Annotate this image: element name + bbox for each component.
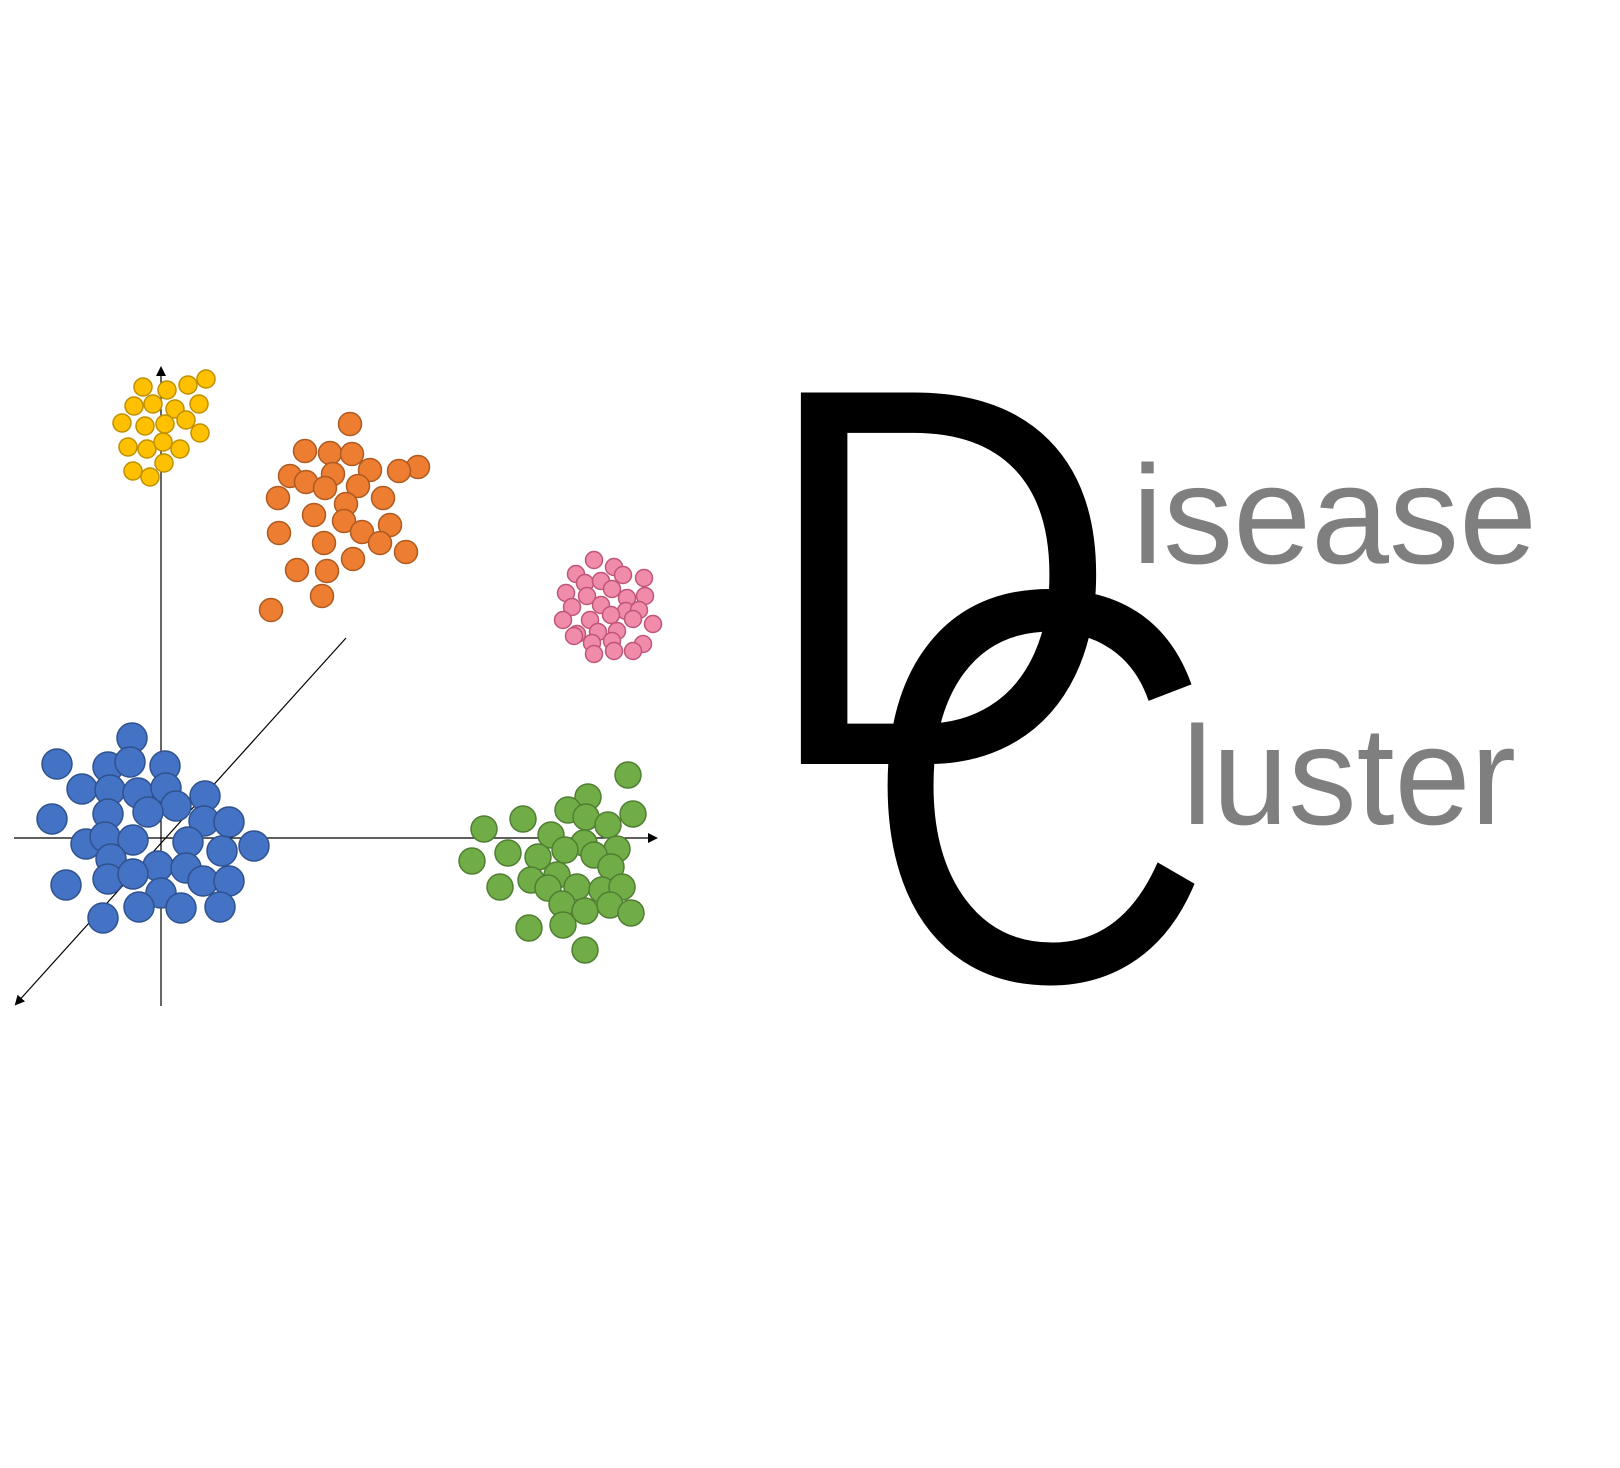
blue-cluster-dot xyxy=(123,891,155,923)
orange-cluster-dot xyxy=(312,475,338,501)
yellow-cluster-dot xyxy=(153,432,173,452)
blue-cluster-dot xyxy=(213,806,245,838)
yellow-cluster-dot xyxy=(189,394,209,414)
pink-cluster-dot xyxy=(602,579,622,599)
green-cluster-dot xyxy=(515,914,543,942)
yellow-cluster-dot xyxy=(135,416,155,436)
blue-cluster-dot xyxy=(87,902,119,934)
blue-cluster-dot xyxy=(204,891,236,923)
orange-cluster-dot xyxy=(311,530,337,556)
orange-cluster-dot xyxy=(393,539,419,565)
z-axis-line xyxy=(14,637,347,1006)
yellow-cluster-dot xyxy=(133,377,153,397)
blue-cluster-dot xyxy=(50,869,82,901)
orange-cluster-dot xyxy=(314,558,340,584)
logo-letter-c: C xyxy=(863,473,1213,1099)
blue-cluster-dot xyxy=(36,803,68,835)
yellow-cluster-dot xyxy=(112,413,132,433)
pink-cluster-dot xyxy=(577,586,597,606)
blue-cluster-dot xyxy=(238,830,270,862)
orange-cluster-dot xyxy=(339,441,365,467)
pink-cluster-dot xyxy=(584,550,604,570)
yellow-cluster-dot xyxy=(140,467,160,487)
yellow-cluster-dot xyxy=(190,423,210,443)
green-cluster-dot xyxy=(549,911,577,939)
cluster-dots xyxy=(36,369,663,964)
logo-word-disease-rest: isease xyxy=(1132,436,1537,593)
yellow-cluster-dot xyxy=(155,414,175,434)
yellow-cluster-dot xyxy=(178,375,198,395)
green-cluster-dot xyxy=(551,836,579,864)
blue-cluster-dot xyxy=(117,824,149,856)
logo-letter-d: D xyxy=(760,276,1120,879)
blue-cluster-dot xyxy=(206,835,238,867)
green-cluster-dot xyxy=(614,761,642,789)
green-cluster-dot xyxy=(470,815,498,843)
orange-cluster-dot xyxy=(345,473,371,499)
green-cluster-dot xyxy=(458,847,486,875)
yellow-cluster-dot xyxy=(154,453,174,473)
orange-cluster-dot xyxy=(284,557,310,583)
pink-cluster-dot xyxy=(604,641,624,661)
orange-cluster-dot xyxy=(331,508,357,534)
green-cluster-dot xyxy=(571,936,599,964)
pink-cluster-dot xyxy=(553,610,573,630)
orange-cluster-dot xyxy=(292,438,318,464)
blue-cluster-dot xyxy=(114,746,146,778)
green-cluster-dot xyxy=(617,899,645,927)
pink-cluster-dot xyxy=(562,597,582,617)
blue-cluster-dot xyxy=(41,748,73,780)
orange-cluster-dot xyxy=(367,530,393,556)
green-cluster-dot xyxy=(619,800,647,828)
yellow-cluster-dot xyxy=(137,439,157,459)
orange-cluster-dot xyxy=(309,583,335,609)
orange-cluster-dot xyxy=(301,502,327,528)
orange-cluster-dot xyxy=(340,546,366,572)
blue-cluster-dot xyxy=(117,858,149,890)
orange-cluster-dot xyxy=(265,485,291,511)
pink-cluster-dot xyxy=(634,568,654,588)
pink-cluster-dot xyxy=(613,565,633,585)
orange-cluster-dot xyxy=(337,411,363,437)
orange-cluster-dot xyxy=(349,519,375,545)
yellow-cluster-dot xyxy=(123,461,143,481)
orange-cluster-dot xyxy=(317,440,343,466)
orange-cluster-dot xyxy=(386,458,412,484)
yellow-cluster-dot xyxy=(196,369,216,389)
yellow-cluster-dot xyxy=(143,394,163,414)
green-cluster-dot xyxy=(494,839,522,867)
blue-cluster-dot xyxy=(66,773,98,805)
pink-cluster-dot xyxy=(623,641,643,661)
pink-cluster-dot xyxy=(584,644,604,664)
yellow-cluster-dot xyxy=(170,439,190,459)
green-cluster-dot xyxy=(571,897,599,925)
yellow-cluster-dot xyxy=(124,396,144,416)
logo-word-cluster-rest: luster xyxy=(1182,697,1516,854)
orange-cluster-dot xyxy=(266,520,292,546)
yellow-cluster-dot xyxy=(157,380,177,400)
orange-cluster-dot xyxy=(258,597,284,623)
pink-cluster-dot xyxy=(643,614,663,634)
pink-cluster-dot xyxy=(564,626,584,646)
pink-cluster-dot xyxy=(623,609,643,629)
pink-cluster-dot xyxy=(601,605,621,625)
blue-cluster-dot xyxy=(132,796,164,828)
yellow-cluster-dot xyxy=(118,437,138,457)
green-cluster-dot xyxy=(594,811,622,839)
yellow-cluster-dot xyxy=(176,410,196,430)
green-cluster-dot xyxy=(509,805,537,833)
orange-cluster-dot xyxy=(370,485,396,511)
green-cluster-dot xyxy=(486,873,514,901)
blue-cluster-dot xyxy=(160,790,192,822)
blue-cluster-dot xyxy=(165,892,197,924)
